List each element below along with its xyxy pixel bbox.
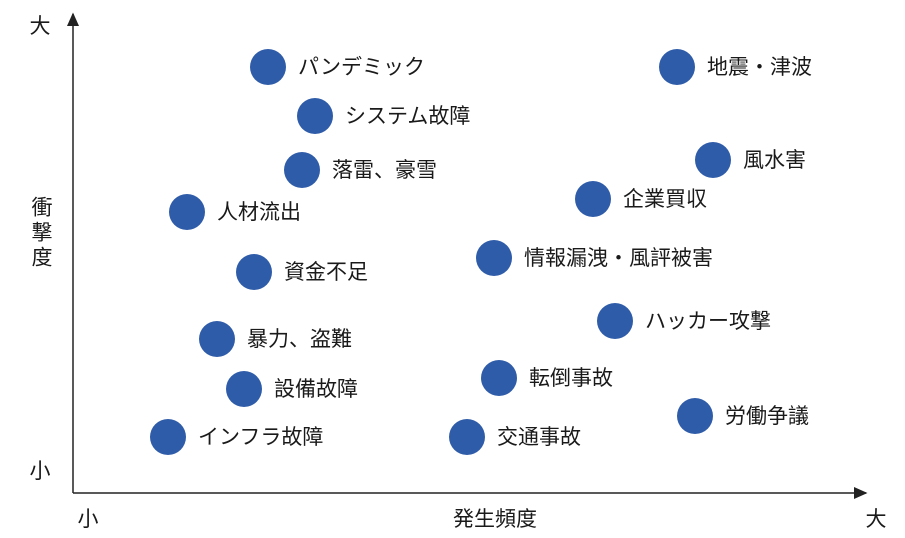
risk-dot (297, 98, 333, 134)
risk-dot (449, 419, 485, 455)
y-low-label: 小 (30, 459, 51, 483)
risk-label: ハッカー攻撃 (645, 309, 771, 333)
risk-label: 人材流出 (217, 200, 301, 224)
risk-dot (677, 398, 713, 434)
risk-label: パンデミック (298, 55, 425, 79)
risk-label: 風水害 (743, 148, 806, 172)
risk-dot (236, 254, 272, 290)
x-high-label: 大 (866, 507, 887, 531)
risk-label: 暴力、盗難 (247, 327, 352, 351)
risk-label: インフラ故障 (198, 425, 323, 449)
x-low-label: 小 (78, 507, 99, 531)
y-high-label: 大 (30, 14, 51, 38)
risk-dot (695, 142, 731, 178)
risk-label: システム故障 (345, 104, 470, 128)
y-axis-title: 衝撃度 (29, 196, 53, 271)
risk-dot (199, 321, 235, 357)
risk-label: 資金不足 (284, 260, 368, 284)
risk-dot (597, 303, 633, 339)
risk-label: 企業買収 (623, 187, 707, 211)
risk-label: 交通事故 (497, 425, 581, 449)
risk-dot (284, 152, 320, 188)
risk-dot (250, 49, 286, 85)
risk-label: 労働争議 (725, 404, 809, 428)
risk-dot (575, 181, 611, 217)
risk-dot (481, 360, 517, 396)
x-axis-title: 発生頻度 (453, 507, 537, 531)
risk-label: 情報漏洩・風評被害 (524, 246, 713, 270)
risk-dot (226, 371, 262, 407)
risk-label: 地震・津波 (707, 55, 812, 79)
risk-label: 転倒事故 (529, 366, 613, 390)
risk-label: 落雷、豪雪 (332, 158, 437, 182)
risk-label: 設備故障 (274, 377, 358, 401)
risk-dot (150, 419, 186, 455)
risk-dot (659, 49, 695, 85)
risk-dot (169, 194, 205, 230)
risk-dot (476, 240, 512, 276)
